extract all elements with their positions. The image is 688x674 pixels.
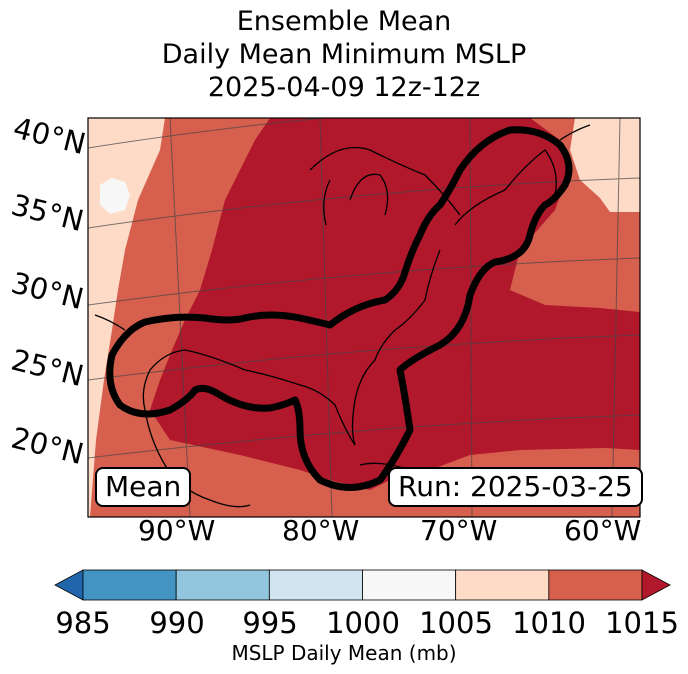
map-frame xyxy=(87,117,641,518)
field-1015-core xyxy=(150,118,640,490)
colorbar-bin xyxy=(455,569,550,601)
colorbar-bin xyxy=(54,569,84,601)
field-1005-1010-west xyxy=(88,118,165,517)
title-line-1: Ensemble Mean xyxy=(236,6,452,37)
colorbar-bin xyxy=(362,569,457,601)
colorbar-tick-985: 985 xyxy=(55,606,111,640)
lon-label-90w: 90°W xyxy=(138,514,216,547)
contour-1015 xyxy=(106,126,573,491)
field-1005-1010-east xyxy=(570,118,640,212)
colorbar-label: MSLP Daily Mean (mb) xyxy=(231,641,457,665)
colorbar-tick-1010: 1010 xyxy=(512,606,586,640)
lon-label-60w: 60°W xyxy=(564,514,642,547)
field-1000-1005-patch xyxy=(100,178,130,214)
colorbar-bin xyxy=(268,569,363,601)
lon-label-70w: 70°W xyxy=(420,514,498,547)
colorbar-tick-1015: 1015 xyxy=(605,606,679,640)
title-line-2: Daily Mean Minimum MSLP xyxy=(161,39,527,70)
title-line-3: 2025-04-09 12z-12z xyxy=(207,72,481,103)
lon-label-80w: 80°W xyxy=(282,514,360,547)
colorbar-bin xyxy=(641,569,671,601)
colorbar-bin xyxy=(82,569,177,601)
colorbar-tick-1005: 1005 xyxy=(419,606,493,640)
colorbar xyxy=(54,569,671,601)
colorbar-tick-990: 990 xyxy=(149,606,205,640)
mean-label-box: Mean xyxy=(95,467,192,507)
colorbar-bin xyxy=(175,569,270,601)
colorbar-tick-995: 995 xyxy=(242,606,298,640)
colorbar-tick-1000: 1000 xyxy=(326,606,400,640)
colorbar-bin xyxy=(548,569,643,601)
run-date-box: Run: 2025-03-25 xyxy=(388,467,643,507)
